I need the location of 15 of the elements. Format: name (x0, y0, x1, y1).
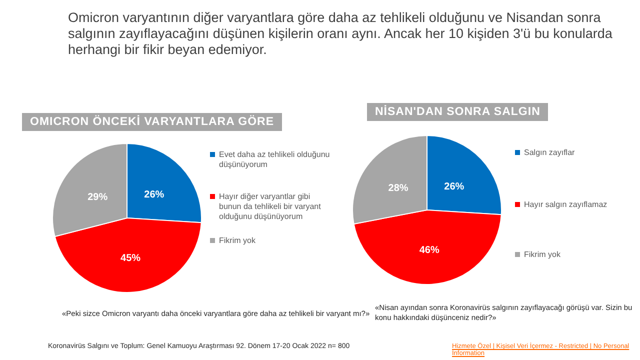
legend-label: Evet daha az tehlikeli olduğunu düşünüyorum (218, 150, 330, 170)
data-label: 46% (419, 244, 440, 256)
text: Omicron varyantının diğer varyantlara göre daha az tehlikeli olduğunu ve Nisandan sonra salgının zayıflayacağını düşünen kişilerin oranı aynı. Ancak her 10 kişiden 3'ü bu konularda herhangi bir fikir beyan edemiyor. (68, 10, 614, 58)
legend-label: Hayır diğer varyantlar gibi bunun da tehlikeli bir varyant olduğunu düşünüyorum (218, 192, 322, 222)
data-label: 26% (444, 181, 464, 192)
legend-label: Hayır salgın zayıflamaz (523, 200, 608, 210)
chart-title: OMICRON ÖNCEKİ VARYANTLARA GÖRE (22, 113, 282, 131)
data-label: 29% (88, 192, 108, 203)
data-label: 28% (388, 183, 408, 194)
legend-label: Fikrim yok (523, 250, 562, 260)
data-label: 26% (144, 189, 164, 200)
legend-label: Salgın zayıflar (523, 148, 576, 158)
data-label: 45% (120, 252, 141, 264)
legend-label: Fikrim yok (218, 236, 256, 246)
chart-title: NİSAN'DAN SONRA SALGIN (367, 103, 548, 121)
